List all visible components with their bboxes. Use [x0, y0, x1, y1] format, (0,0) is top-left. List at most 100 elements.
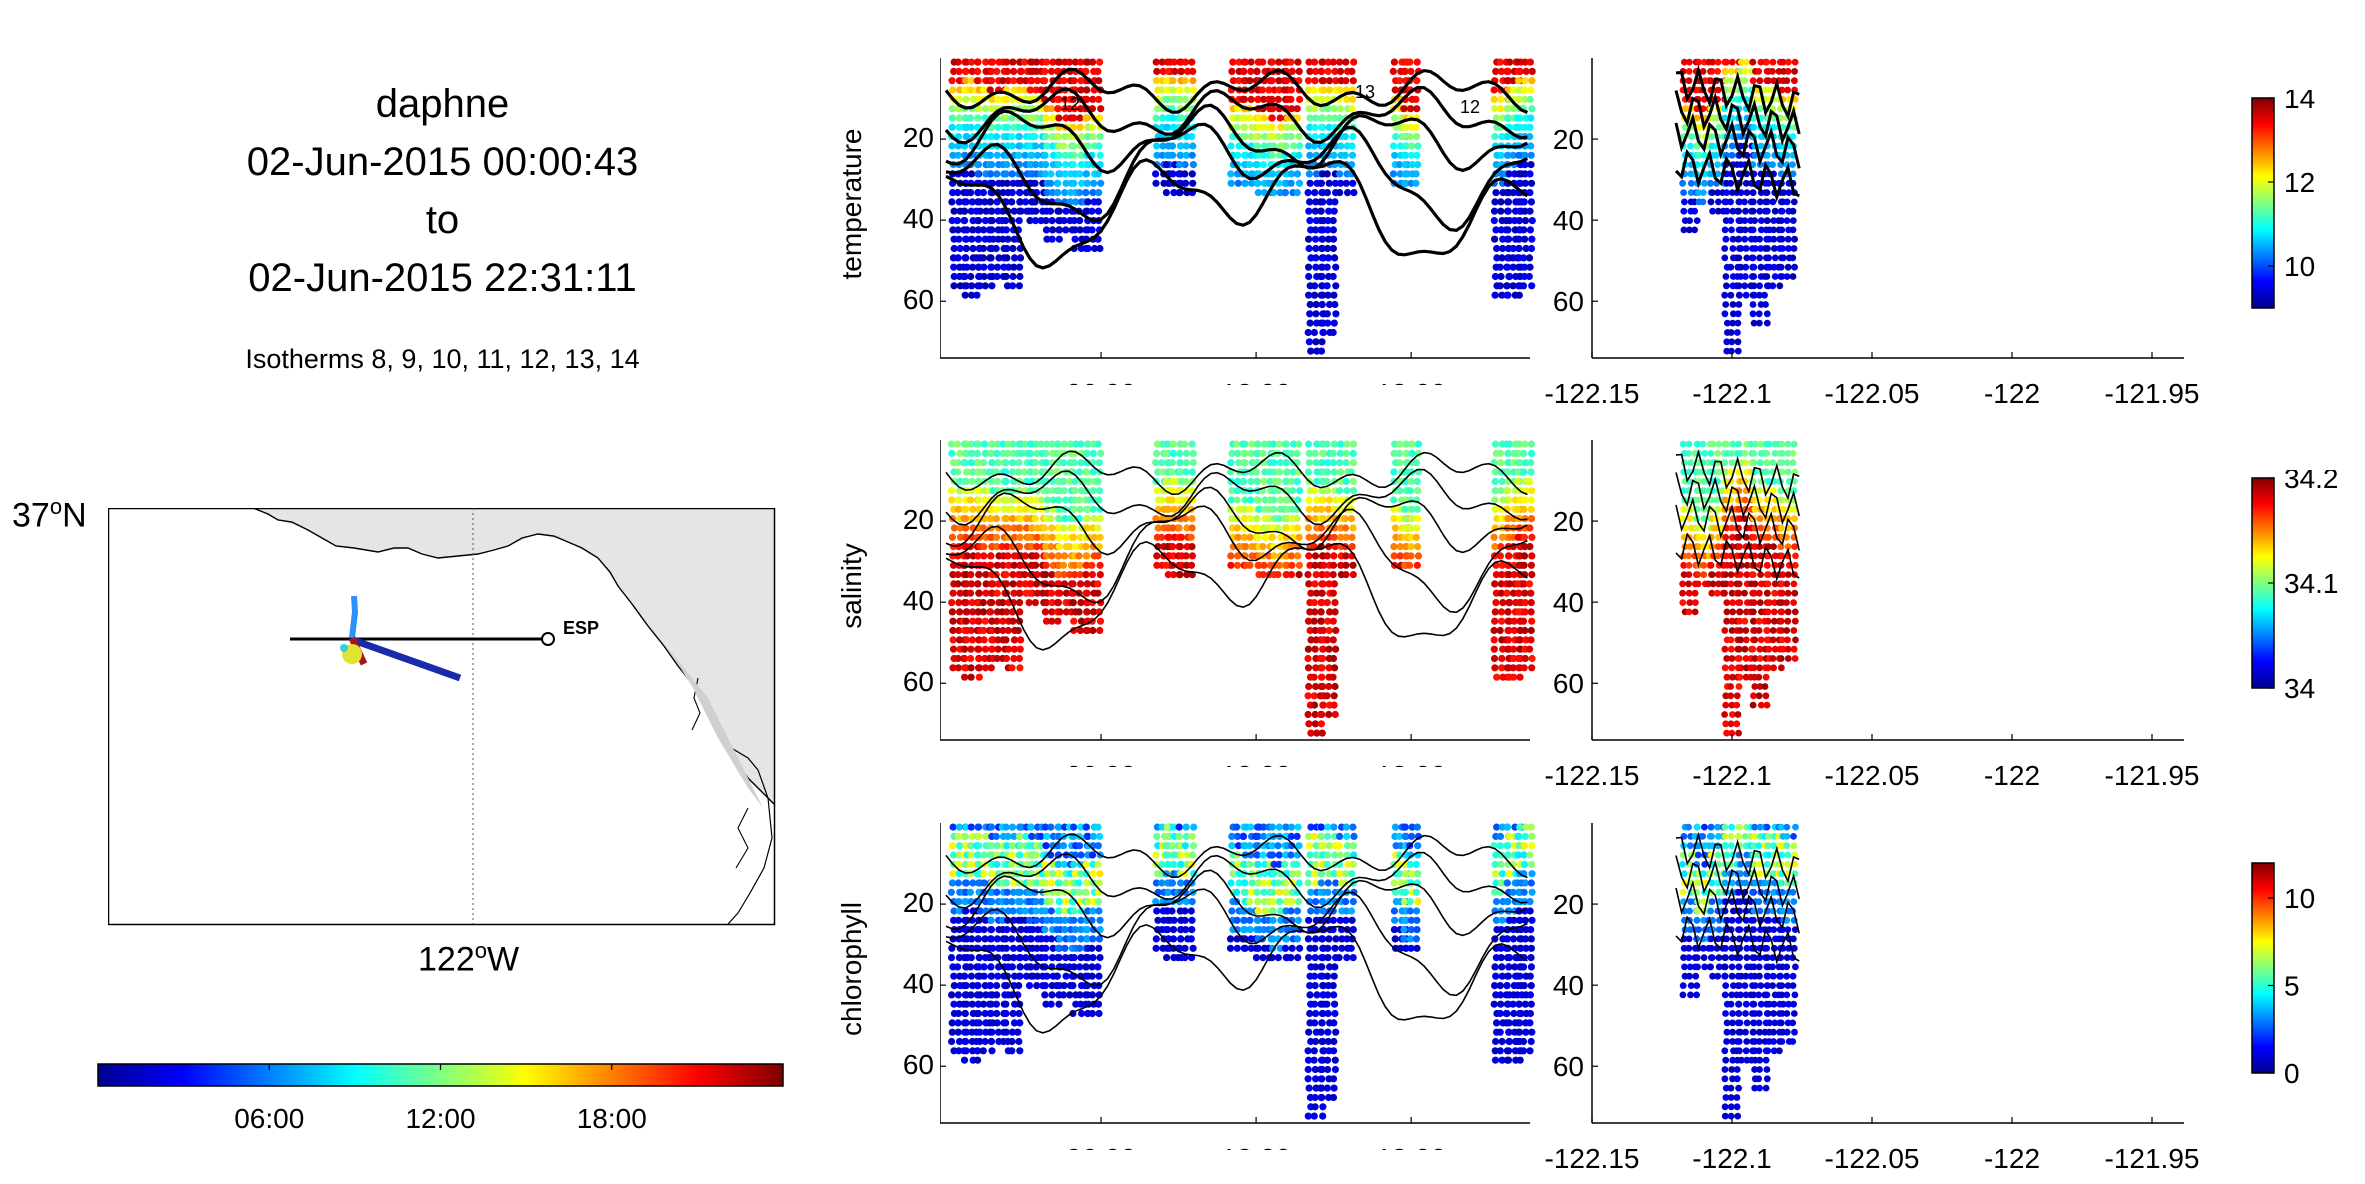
profile-point [1513, 114, 1522, 122]
profile-point [1047, 851, 1055, 859]
profile-point [1009, 272, 1017, 281]
profile-point [1056, 533, 1064, 541]
profile-point [1182, 926, 1190, 934]
profile-point [950, 207, 958, 215]
profile-point [980, 226, 988, 234]
profile-point [1070, 459, 1078, 467]
profile-point [961, 477, 969, 485]
profile-point [1323, 636, 1331, 644]
profile-point [973, 449, 981, 457]
profile-point [1520, 580, 1528, 588]
profile-point [954, 1009, 963, 1018]
profile-point [1270, 189, 1278, 197]
profile-point [1269, 524, 1277, 532]
profile-point [1090, 608, 1098, 616]
profile-point [1390, 926, 1398, 934]
profile-point [1510, 617, 1518, 625]
profile-point [1401, 170, 1409, 178]
profile-point [963, 552, 971, 560]
profile-point [950, 898, 958, 906]
profile-point [1096, 571, 1104, 579]
profile-point [1510, 571, 1518, 579]
profile-point [1305, 58, 1313, 66]
profile-point [1258, 86, 1266, 94]
profile-point [1331, 1065, 1339, 1074]
profile-point [1520, 505, 1528, 513]
profile-point [1331, 179, 1339, 187]
profile-point [1163, 151, 1171, 159]
profile-point [1330, 701, 1338, 709]
profile-point [1096, 533, 1104, 541]
profile-point [1516, 599, 1524, 607]
profile-point [1246, 515, 1254, 523]
profile-point [968, 449, 976, 457]
profile-point [1510, 626, 1518, 635]
profile-point [1015, 1009, 1023, 1018]
profile-point [1311, 1093, 1319, 1102]
profile-point [1014, 626, 1022, 635]
profile-point [1169, 449, 1177, 457]
profile-point [1515, 77, 1523, 85]
profile-point [1031, 599, 1039, 607]
profile-point [1521, 123, 1529, 131]
profile-point [1003, 888, 1011, 896]
profile-point [1228, 832, 1236, 840]
profile-point [994, 1028, 1003, 1036]
profile-point [1085, 496, 1093, 504]
profile-point [955, 599, 963, 607]
profile-point [1504, 1056, 1513, 1064]
profile-point [1026, 142, 1034, 150]
profile-point [1094, 898, 1102, 906]
profile-point [1234, 151, 1242, 159]
profile-point [1491, 235, 1499, 243]
profile-point [1075, 879, 1083, 887]
profile-point [1337, 142, 1345, 150]
x-tick-label: 12:00 [1221, 1143, 1291, 1150]
profile-point [1319, 701, 1327, 709]
profile-point [1014, 1028, 1022, 1036]
profile-point [1331, 300, 1339, 309]
profile-point [1060, 217, 1068, 225]
profile-point [975, 496, 983, 504]
profile-point [975, 654, 983, 663]
profile-point [1162, 449, 1170, 457]
profile-point [1026, 161, 1034, 169]
profile-point [1395, 870, 1404, 878]
x-tick-label: 06:00 [1066, 760, 1136, 767]
profile-point [982, 571, 990, 579]
profile-point [1032, 907, 1040, 915]
profile-point [1492, 114, 1500, 122]
profile-point [979, 244, 987, 253]
profile-point [954, 496, 963, 504]
profile-point [1492, 571, 1500, 579]
profile-point [1227, 496, 1236, 504]
profile-point [1253, 888, 1261, 896]
profile-point [1241, 114, 1249, 122]
profile-point [1497, 944, 1505, 952]
profile-point [1084, 142, 1092, 150]
profile-point [987, 449, 995, 457]
profile-point [1188, 151, 1196, 159]
profile-point [1319, 328, 1328, 337]
profile-point [1526, 645, 1534, 653]
profile-point [1514, 654, 1522, 663]
profile-point [1491, 1056, 1500, 1064]
profile-point [1069, 95, 1077, 103]
profile-point [969, 244, 977, 253]
profile-point [1152, 170, 1160, 178]
profile-point [1061, 189, 1069, 197]
profile-point [1520, 86, 1529, 94]
profile-point [1522, 823, 1530, 831]
profile-point [1304, 1075, 1312, 1083]
profile-point [1003, 543, 1011, 551]
profile-point [1042, 944, 1050, 952]
profile-point [1342, 571, 1350, 579]
profile-point [982, 207, 990, 215]
profile-point [1503, 263, 1512, 271]
profile-point [1400, 58, 1409, 66]
profile-point [1066, 477, 1074, 485]
profile-point [949, 589, 957, 597]
profile-point [1047, 179, 1055, 187]
profile-point [1227, 879, 1235, 887]
